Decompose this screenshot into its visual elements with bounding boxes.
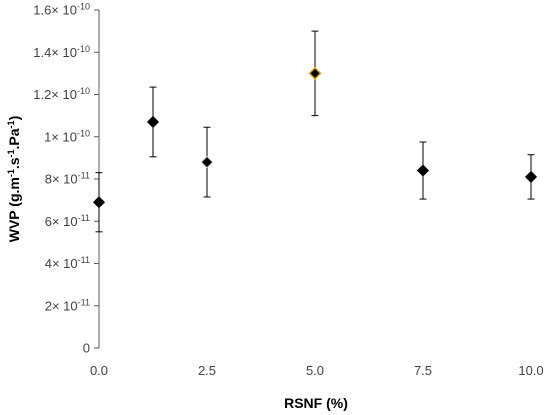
- y-axis: 0 2× 10-11 4× 10-11 6× 10-11 8× 10-11 1× 10-1…: [33, 2, 100, 356]
- diamond-marker: [92, 196, 106, 209]
- x-tick-label: 0.0: [90, 363, 108, 378]
- data-point: [146, 86, 160, 158]
- y-tick-label: 1.6× 10-10: [33, 2, 90, 18]
- x-tick-label: 7.5: [414, 363, 432, 378]
- x-ticks: 0.0 2.5 5.0 7.5 10.0: [90, 363, 544, 378]
- y-tick-label: 1.2× 10-10: [33, 86, 90, 102]
- y-tick-label: 2× 10-11: [45, 297, 90, 313]
- data-point: [308, 30, 322, 117]
- diamond-marker: [416, 164, 430, 177]
- y-axis-title: WVP (g.m-1.s-1.Pa-1): [6, 116, 22, 243]
- data-point: [416, 141, 430, 200]
- x-tick-label: 5.0: [306, 363, 324, 378]
- diamond-marker: [200, 156, 214, 169]
- diamond-marker: [308, 66, 322, 80]
- y-tick-label: 6× 10-11: [45, 213, 90, 229]
- y-tick-label: 8× 10-11: [45, 171, 90, 187]
- x-tick-label: 2.5: [198, 363, 216, 378]
- x-tick-label: 10.0: [518, 363, 543, 378]
- y-tick-label: 0: [83, 341, 90, 356]
- x-axis-title: RSNF (%): [284, 395, 348, 411]
- diamond-marker: [524, 170, 538, 183]
- y-tick-label: 1× 10-10: [44, 128, 90, 144]
- y-tick-label: 1.4× 10-10: [33, 44, 90, 60]
- data-points: [92, 30, 538, 233]
- data-point: [200, 126, 214, 198]
- y-ticks: 0 2× 10-11 4× 10-11 6× 10-11 8× 10-11 1× 10-1…: [33, 2, 99, 356]
- diamond-marker: [146, 115, 160, 129]
- y-tick-label: 4× 10-11: [45, 255, 90, 271]
- data-point: [92, 172, 106, 233]
- data-point: [524, 154, 538, 200]
